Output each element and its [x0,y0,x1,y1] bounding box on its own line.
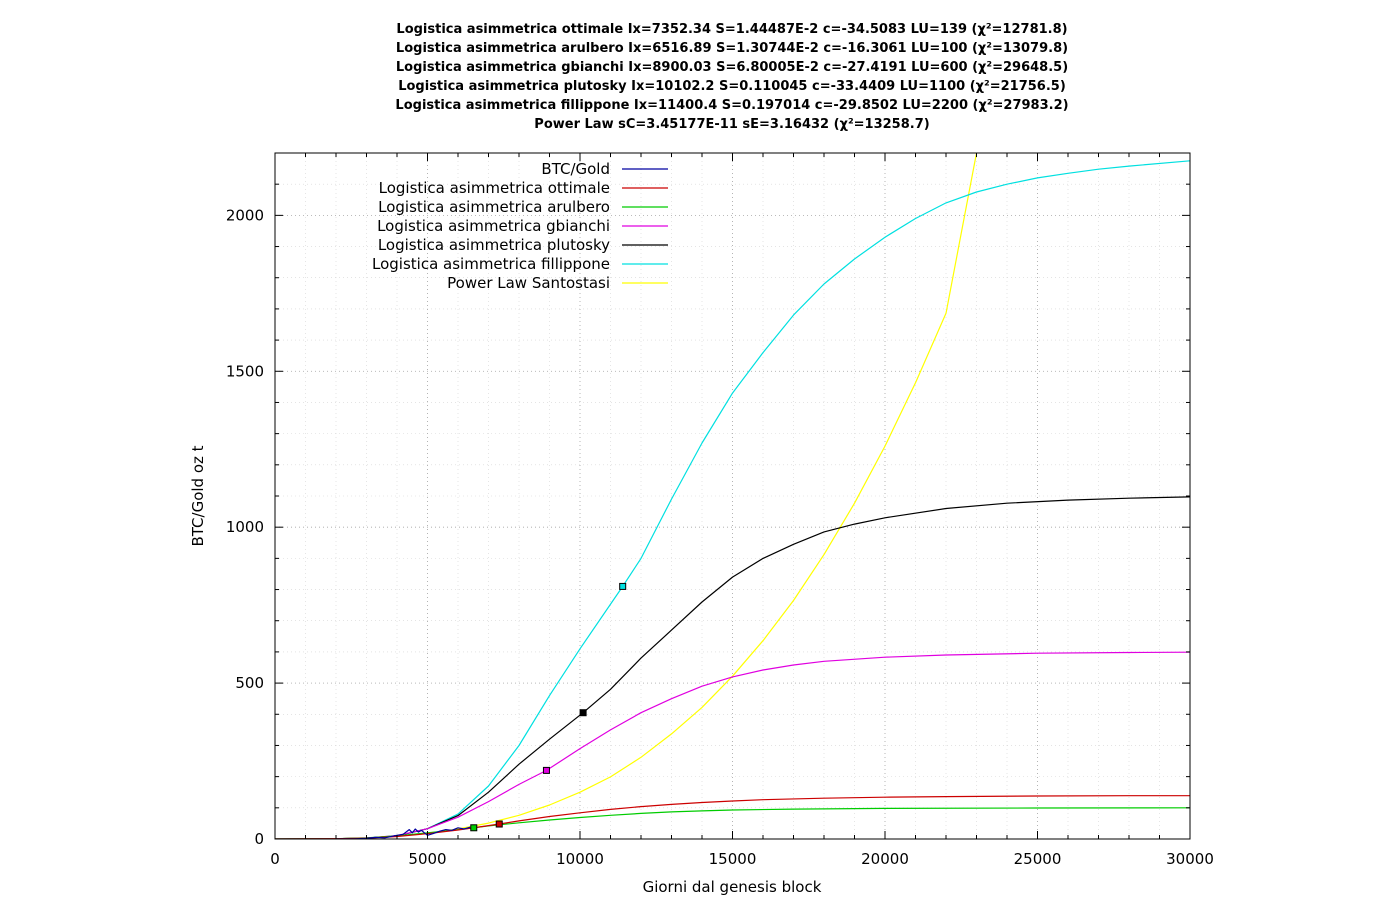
inflection-marker [495,820,503,828]
chart-title-line: Logistica asimmetrica gbianchi Ix=8900.0… [395,60,1069,75]
chart-title-line: Logistica asimmetrica plutosky Ix=10102.… [398,79,1066,94]
series-group [275,153,1190,839]
series-line-2 [275,807,1190,839]
chart-title-block: Logistica asimmetrica ottimale Ix=7352.3… [0,20,1400,134]
x-tick-label: 20000 [861,850,909,868]
chart-title-line: Logistica asimmetrica ottimale Ix=7352.3… [396,22,1068,37]
chart-title-line: Logistica asimmetrica arulbero Ix=6516.8… [395,41,1069,56]
series-line-4 [275,496,1190,839]
series-line-5 [275,160,1190,839]
y-tick-label: 500 [235,674,264,692]
legend-label: Logistica asimmetrica gbianchi [377,217,610,235]
chart-title-line: Power Law sC=3.45177E-11 sE=3.16432 (χ²=… [534,117,930,132]
marker-group [470,582,627,832]
series-line-1 [275,795,1190,839]
y-tick-label: 2000 [226,206,264,224]
inflection-marker [470,824,478,832]
legend-label: Power Law Santostasi [447,274,610,292]
y-tick-label: 0 [254,830,264,848]
chart-title-line: Logistica asimmetrica fillippone Ix=1140… [395,98,1069,113]
inflection-marker [619,582,627,590]
x-tick-label: 25000 [1014,850,1062,868]
inflection-marker [579,709,587,717]
x-tick-label: 5000 [408,850,446,868]
x-axis-label: Giorni dal genesis block [643,878,822,896]
y-axis-label: BTC/Gold oz t [189,445,207,546]
legend-label: Logistica asimmetrica fillippone [372,255,610,273]
legend-label: Logistica asimmetrica plutosky [378,236,610,254]
inflection-marker [542,766,550,774]
x-tick-label: 10000 [556,850,604,868]
x-tick-label: 30000 [1166,850,1214,868]
legend-label: Logistica asimmetrica ottimale [379,179,610,197]
series-line-0 [335,826,471,839]
axis-ticks: 0 5000 10000 15000 20000 25000 30000 0 500 1000 15… [226,152,1214,868]
legend-label: Logistica asimmetrica arulbero [378,198,610,216]
x-tick-label: 15000 [709,850,757,868]
y-tick-label: 1000 [226,518,264,536]
y-tick-label: 1500 [226,362,264,380]
legend-label: BTC/Gold [541,160,610,178]
x-tick-label: 0 [270,850,280,868]
grid [275,153,1190,839]
